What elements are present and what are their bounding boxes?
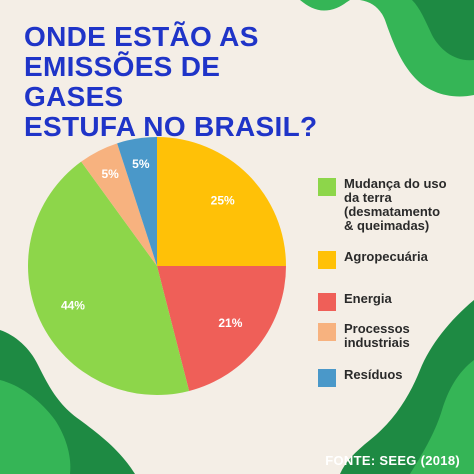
legend-label: Processos industriais [344,321,410,350]
slice-data-label: 5% [132,157,150,171]
legend-label: Energia [344,291,392,306]
legend-item: Processos industriais [318,322,468,350]
legend-item: Resíduos [318,368,468,387]
legend-label: Mudança do uso da terra (desmatamento & … [344,176,447,233]
slice-data-label: 21% [218,316,242,330]
slice-data-label: 44% [61,299,85,313]
pie-slice [157,137,286,266]
legend-label: Resíduos [344,367,403,382]
legend-swatch [318,323,336,341]
legend-label: Agropecuária [344,249,428,264]
legend-item: Energia [318,292,468,311]
legend-swatch [318,178,336,196]
pie-slice [157,266,286,391]
pie-slice [81,143,157,266]
slice-data-label: 25% [211,193,235,207]
page-title: ONDE ESTÃO AS EMISSÕES DE GASES ESTUFA N… [24,21,318,142]
legend-item: Agropecuária [318,250,468,269]
legend-item: Mudança do uso da terra (desmatamento & … [318,177,468,233]
legend-swatch [318,251,336,269]
legend-swatch [318,293,336,311]
legend-swatch [318,369,336,387]
pie-slice [117,137,157,266]
pie-slice [27,161,190,395]
source-caption: FONTE: SEEG (2018) [325,453,460,468]
slice-data-label: 5% [101,167,119,181]
